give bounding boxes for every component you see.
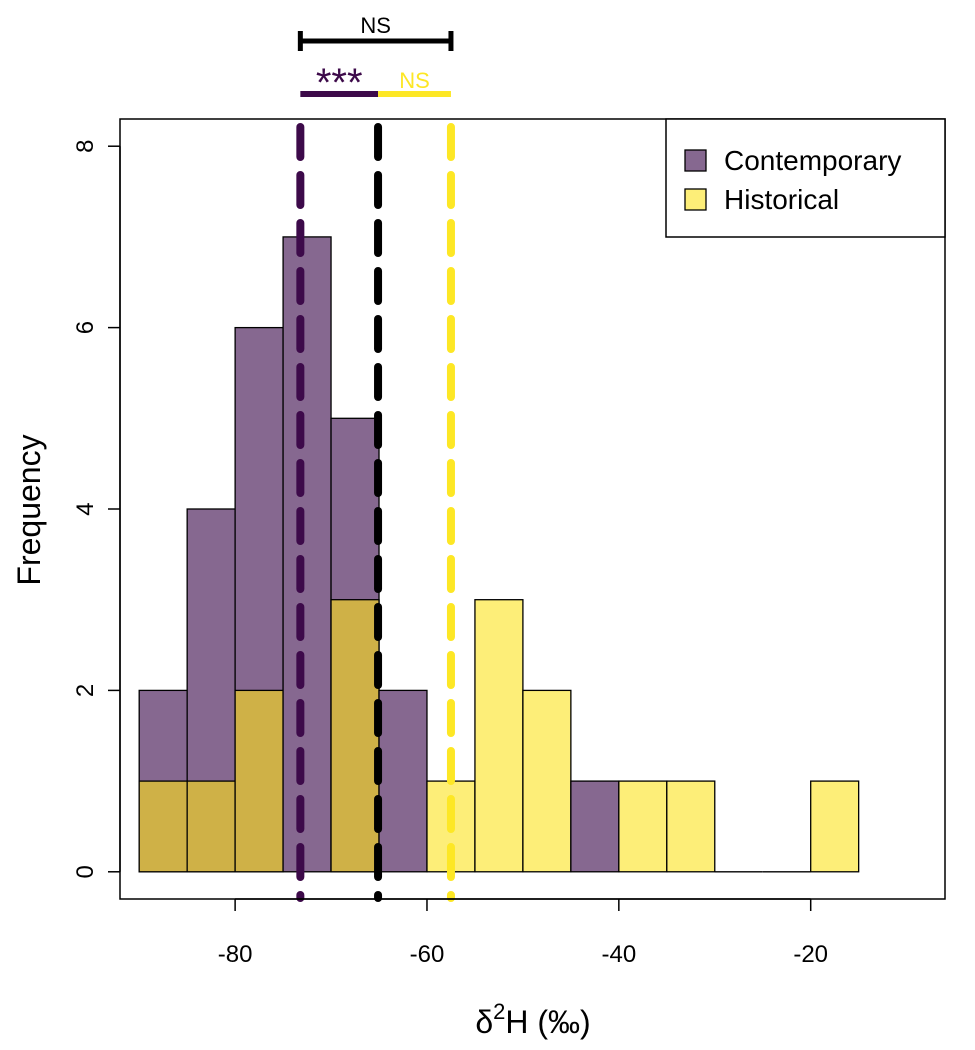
significance-label-segment: NS: [399, 68, 430, 93]
x-axis: -80 -60 -40 -20: [218, 898, 828, 968]
mean-lines-layer: [296, 123, 455, 902]
bar-historical: [330, 599, 380, 873]
bar-historical: [522, 689, 572, 873]
y-tick-label: 6: [72, 321, 99, 334]
y-axis: 0 2 4 6 8: [72, 140, 121, 878]
y-axis-title: Frequency: [11, 434, 47, 585]
y-tick-label: 4: [72, 502, 99, 515]
x-tick-label: -80: [218, 941, 253, 968]
significance-label-segment: ***: [316, 61, 363, 105]
x-axis-title-suffix: H (‰): [505, 1004, 590, 1040]
y-tick-label: 0: [72, 865, 99, 878]
x-tick-label: -60: [410, 941, 445, 968]
x-axis-title: δ2H (‰): [475, 999, 590, 1040]
bar-historical: [234, 689, 284, 873]
significance-layer: NS *** NS: [297, 13, 454, 105]
bar-contemporary: [570, 780, 620, 873]
legend-swatch-contemporary: [684, 149, 707, 172]
bar-historical: [474, 599, 524, 873]
legend-swatch-historical: [684, 188, 707, 211]
bar-contemporary: [282, 236, 332, 873]
y-tick-label: 2: [72, 684, 99, 697]
bar-historical: [666, 780, 716, 873]
bar-historical: [810, 780, 860, 873]
y-tick-label: 8: [72, 140, 99, 153]
x-axis-title-superscript: 2: [493, 999, 505, 1024]
legend: Contemporary Historical: [665, 118, 946, 238]
significance-label-overall: NS: [360, 13, 391, 38]
bar-historical: [138, 780, 188, 873]
bars-layer: [138, 236, 860, 873]
x-axis-title-prefix: δ: [475, 1004, 493, 1040]
bar-historical: [186, 780, 236, 873]
legend-label-contemporary: Contemporary: [724, 145, 901, 176]
x-tick-label: -20: [793, 941, 828, 968]
bar-contemporary: [378, 689, 428, 873]
legend-label-historical: Historical: [724, 184, 839, 215]
x-tick-label: -40: [601, 941, 636, 968]
legend-box: [665, 118, 946, 238]
bar-historical: [618, 780, 668, 873]
